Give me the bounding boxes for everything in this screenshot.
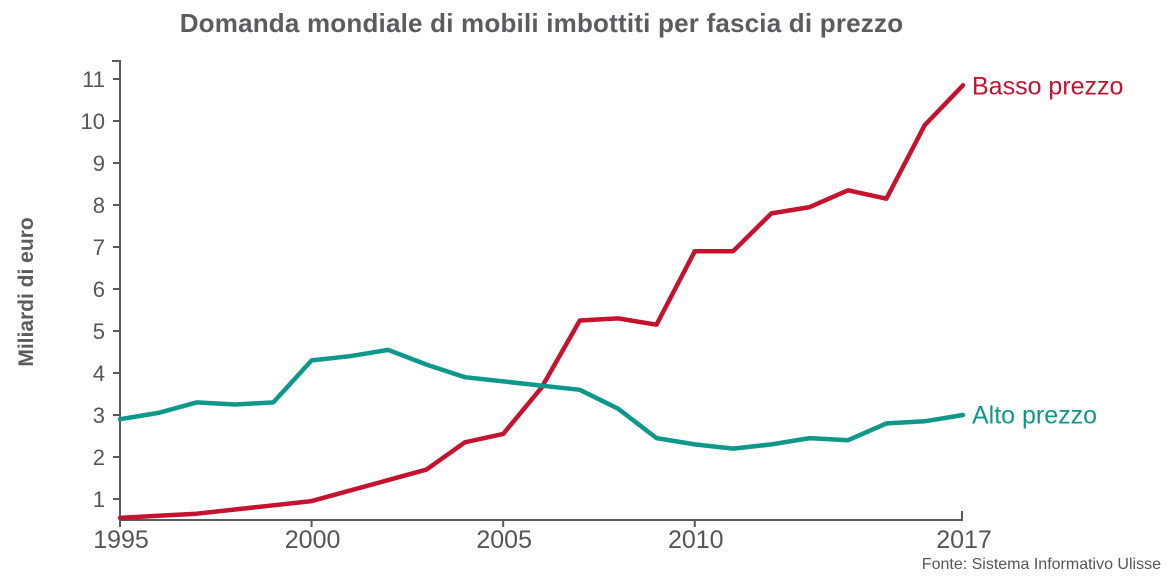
source-note: Fonte: Sistema Informativo Ulisse bbox=[921, 556, 1161, 573]
y-tick-label: 1 bbox=[93, 487, 105, 512]
y-tick-label: 4 bbox=[93, 361, 105, 386]
y-tick-label: 3 bbox=[93, 403, 105, 428]
y-tick-label: 5 bbox=[93, 319, 105, 344]
series-line-basso-prezzo bbox=[117, 83, 966, 521]
y-tick-label: 7 bbox=[93, 235, 105, 260]
axes bbox=[112, 60, 963, 527]
y-tick-label: 10 bbox=[81, 109, 105, 134]
x-tick-label: 2010 bbox=[668, 526, 724, 554]
series-label-alto-prezzo: Alto prezzo bbox=[972, 401, 1098, 430]
x-tick-label: 1995 bbox=[93, 526, 149, 554]
y-axis-title: Miliardi di euro bbox=[15, 217, 38, 367]
y-tick-label: 6 bbox=[93, 277, 105, 302]
y-tick-label: 9 bbox=[93, 151, 105, 176]
y-tick-label: 2 bbox=[93, 445, 105, 470]
series-label-basso-prezzo: Basso prezzo bbox=[972, 72, 1124, 101]
x-tick-label: 2000 bbox=[285, 526, 341, 554]
series-line-alto-prezzo bbox=[117, 347, 966, 451]
y-tick-label: 8 bbox=[93, 193, 105, 218]
y-tick-label: 11 bbox=[82, 67, 105, 92]
x-tick-label: 2005 bbox=[476, 526, 532, 554]
x-tick-label: 2017 bbox=[936, 526, 992, 554]
chart-title: Domanda mondiale di mobili imbottiti per… bbox=[179, 8, 904, 38]
